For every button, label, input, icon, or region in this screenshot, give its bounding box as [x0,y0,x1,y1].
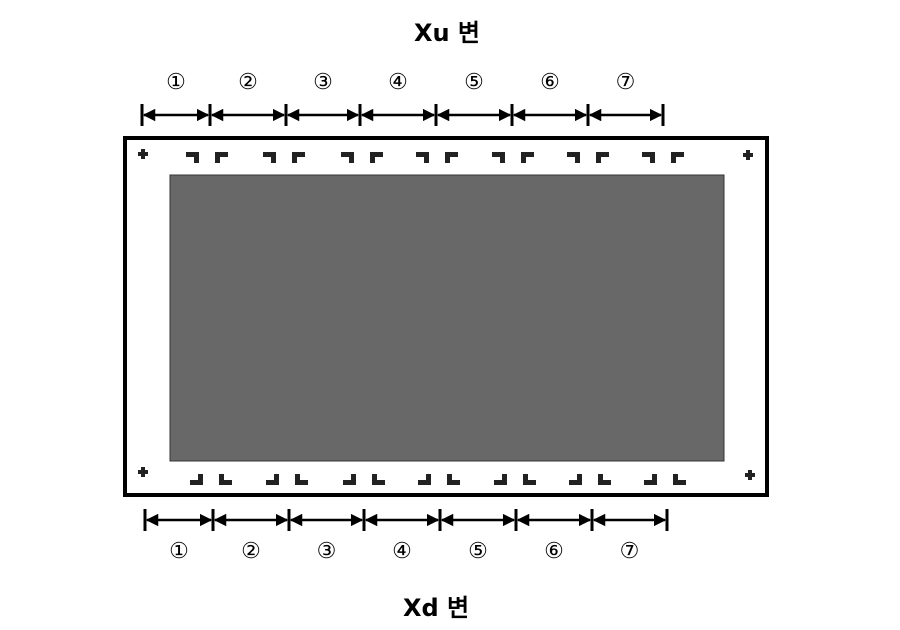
bottom-dimension-segment-label: ③ [317,539,337,564]
top-marker-left-bracket [416,152,429,163]
top-marker-left-bracket [186,152,199,163]
bottom-marker-left-bracket [644,474,657,485]
bottom-dimension-segment-label: ⑦ [620,539,640,564]
top-marker-right-bracket [521,152,534,163]
bottom-dimension-segment-label: ② [241,539,261,564]
bottom-marker-right-bracket [673,474,686,485]
bottom-side-label: Xd 변 [403,594,469,622]
top-dimension-segment-label: ④ [388,70,408,95]
plus-marker-top-right [743,150,753,160]
plus-marker-top-left [138,149,148,159]
top-dimension-segment-label: ⑦ [616,70,636,95]
bottom-marker-left-bracket [343,474,356,485]
top-marker-left-bracket [263,152,276,163]
bottom-marker-right-bracket [523,474,536,485]
bottom-marker-right-bracket [219,474,232,485]
top-marker-right-bracket [370,152,383,163]
top-marker-right-bracket [215,152,228,163]
bottom-marker-right-bracket [447,474,460,485]
top-side-label: Xu 변 [414,19,480,47]
inner-panel [169,174,725,462]
bottom-marker-left-bracket [266,474,279,485]
bottom-marker-left-bracket [190,474,203,485]
top-dimension-segment-label: ① [166,70,186,95]
top-alignment-markers [186,152,684,163]
top-dimension-segment-label: ③ [313,70,333,95]
top-marker-right-bracket [671,152,684,163]
bottom-dimension-segment-label: ④ [392,539,412,564]
top-marker-left-bracket [567,152,580,163]
bottom-marker-right-bracket [372,474,385,485]
plus-marker-bottom-right [745,470,755,480]
bottom-marker-right-bracket [598,474,611,485]
top-marker-right-bracket [596,152,609,163]
bottom-alignment-markers [190,474,686,485]
plus-marker-bottom-left [138,467,148,477]
top-marker-left-bracket [492,152,505,163]
top-dimension-segment-label: ② [238,70,258,95]
top-marker-right-bracket [445,152,458,163]
bottom-marker-left-bracket [418,474,431,485]
top-dimension-line: ① ② ③ ④ ⑤ ⑥ ⑦ [140,70,665,126]
bottom-dimension-segment-label: ① [169,539,189,564]
bottom-dimension-segment-label: ⑤ [468,539,488,564]
top-dimension-segment-label: ⑥ [540,70,560,95]
bottom-marker-left-bracket [569,474,582,485]
bottom-marker-left-bracket [494,474,507,485]
top-dimension-segment-label: ⑤ [464,70,484,95]
top-marker-right-bracket [292,152,305,163]
top-marker-left-bracket [642,152,655,163]
bottom-dimension-segment-label: ⑥ [544,539,564,564]
bottom-marker-right-bracket [295,474,308,485]
top-marker-left-bracket [341,152,354,163]
bottom-dimension-line: ① ② ③ ④ ⑤ ⑥ ⑦ [143,509,669,564]
